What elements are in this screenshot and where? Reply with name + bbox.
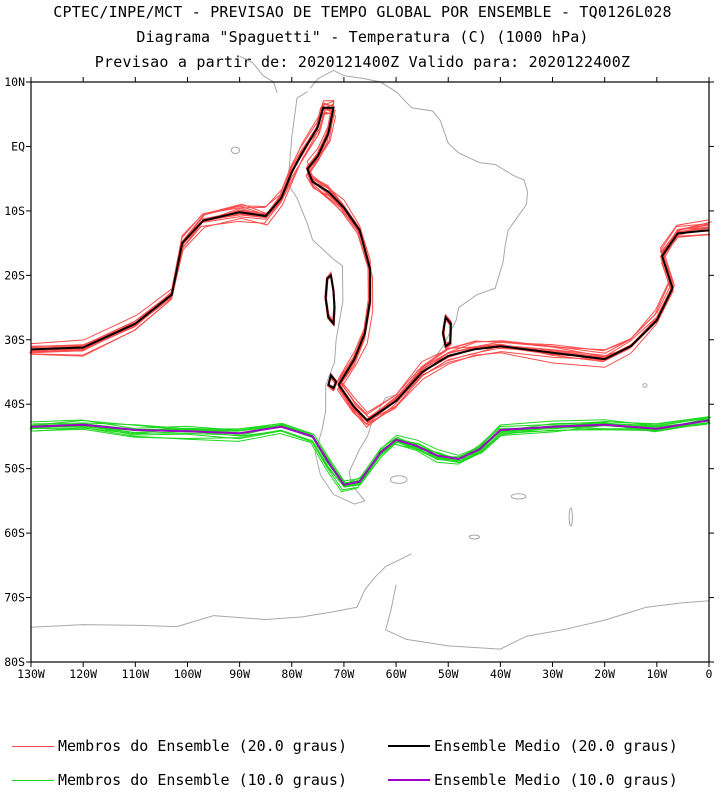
legend-label-mean-10: Ensemble Medio (10.0 graus) (434, 771, 678, 789)
legend-members-10: Membros do Ensemble (10.0 graus) (12, 771, 347, 789)
lon-tick-label: 0 (706, 667, 713, 681)
lon-tick-label: 90W (229, 667, 250, 681)
legend-members-20: Membros do Ensemble (20.0 graus) (12, 737, 347, 755)
legend-mean-20: Ensemble Medio (20.0 graus) (388, 737, 678, 755)
south-orkney-islands (468, 534, 480, 540)
lon-tick-label: 80W (281, 667, 302, 681)
lat-tick-label: 20S (4, 268, 25, 282)
lon-tick-label: 120W (69, 667, 97, 681)
falkland-islands (389, 475, 408, 484)
tristan-island (642, 383, 648, 388)
map-background (31, 82, 709, 662)
map-frame (30, 81, 710, 663)
title-line-1: CPTEC/INPE/MCT - PREVISAO DE TEMPO GLOBA… (53, 3, 672, 21)
legend-label-members-20: Membros do Ensemble (20.0 graus) (58, 737, 347, 755)
title-line-3: Previsao a partir de: 2020121400Z Valido… (94, 53, 631, 71)
lon-tick-label: 40W (490, 667, 511, 681)
legend-label-members-10: Membros do Ensemble (10.0 graus) (58, 771, 347, 789)
lon-tick-label: 30W (542, 667, 563, 681)
lat-tick-label: 30S (4, 333, 25, 347)
legend-label-mean-20: Ensemble Medio (20.0 graus) (434, 737, 678, 755)
antarctic-peninsula-coast (30, 553, 412, 628)
lat-tick-label: 40S (4, 397, 25, 411)
lat-tick-label: 80S (4, 655, 25, 669)
ensemble-mean-20-closed-contour (324, 273, 336, 327)
title-block: CPTEC/INPE/MCT - PREVISAO DE TEMPO GLOBA… (0, 0, 725, 75)
lon-tick-label: 20W (594, 667, 615, 681)
ensemble-mean-layer (30, 106, 710, 486)
lon-tick-label: 10W (646, 667, 667, 681)
south-sandwich-islands (568, 507, 573, 527)
ensemble-member-20-line (31, 111, 710, 419)
ensemble-mean-20-line (30, 106, 710, 422)
central-america-coast (239, 55, 278, 94)
legend-swatch-mean-20 (388, 745, 430, 747)
title-line-2: Diagrama "Spaguetti" - Temperatura (C) (… (136, 28, 589, 46)
lon-tick-label: 110W (121, 667, 149, 681)
lat-tick-label: 10N (4, 75, 25, 89)
ensemble-mean-10-line (30, 419, 710, 486)
lon-tick-label: 50W (438, 667, 459, 681)
legend-mean-10: Ensemble Medio (10.0 graus) (388, 771, 678, 789)
ensemble-mean-20-closed-contour (441, 314, 452, 348)
lon-tick-label: 130W (17, 667, 45, 681)
lon-tick-label: 60W (386, 667, 407, 681)
lat-tick-label: 50S (4, 462, 25, 476)
lat-tick-label: EQ (11, 139, 25, 153)
legend-swatch-mean-10 (388, 779, 430, 781)
ensemble-member-20-line (30, 103, 710, 414)
galapagos-islands (230, 146, 241, 155)
lon-tick-label: 100W (174, 667, 202, 681)
lon-tick-label: 70W (334, 667, 355, 681)
ensemble-member-10-line (31, 416, 709, 488)
lat-tick-label: 70S (4, 591, 25, 605)
lat-tick-label: 60S (4, 526, 25, 540)
legend: Membros do Ensemble (20.0 graus) Ensembl… (0, 725, 725, 792)
ensemble-mean-20-closed-contour (327, 373, 338, 390)
ensemble-member-10-line (30, 417, 709, 485)
legend-swatch-members-10 (12, 779, 54, 781)
weddell-coast (385, 584, 710, 650)
legend-swatch-members-20 (12, 745, 54, 747)
lat-tick-label: 10S (4, 204, 25, 218)
south-georgia-island (510, 493, 527, 500)
